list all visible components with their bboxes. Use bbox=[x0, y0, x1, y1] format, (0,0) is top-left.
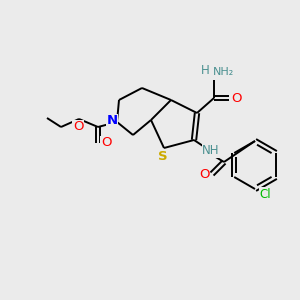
Text: NH: NH bbox=[202, 145, 220, 158]
Text: Cl: Cl bbox=[259, 188, 271, 200]
Text: O: O bbox=[101, 136, 111, 149]
Text: O: O bbox=[232, 92, 242, 104]
Text: S: S bbox=[158, 149, 168, 163]
Text: O: O bbox=[73, 121, 83, 134]
Text: N: N bbox=[106, 115, 118, 128]
Text: O: O bbox=[199, 167, 209, 181]
Text: H: H bbox=[201, 64, 209, 76]
Text: NH₂: NH₂ bbox=[212, 67, 234, 77]
